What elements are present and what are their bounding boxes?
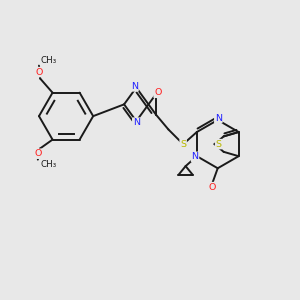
Text: O: O <box>34 149 41 158</box>
Text: O: O <box>35 68 43 76</box>
Text: N: N <box>215 114 222 123</box>
Text: N: N <box>133 118 140 127</box>
Text: S: S <box>216 140 222 148</box>
Text: N: N <box>191 152 199 161</box>
Text: N: N <box>131 82 138 91</box>
Text: O: O <box>154 88 161 97</box>
Text: O: O <box>209 183 216 192</box>
Text: CH₃: CH₃ <box>40 160 56 169</box>
Text: CH₃: CH₃ <box>40 56 56 65</box>
Text: S: S <box>180 140 186 149</box>
